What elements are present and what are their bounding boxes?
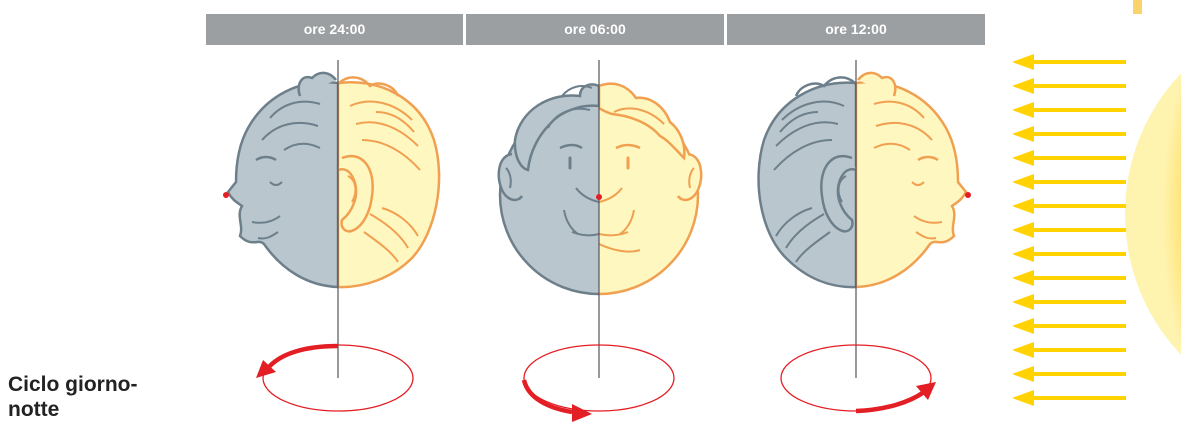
sun-ray-arrow-icon	[1012, 174, 1126, 190]
sun-ray-arrow-icon	[1012, 390, 1126, 406]
sun-ray-arrow-icon	[1012, 78, 1126, 94]
sun-icon	[1125, 0, 1181, 355]
sun-ray-arrow-icon	[1012, 270, 1126, 286]
sun-ray-arrow-icon	[1012, 150, 1126, 166]
sun-ray-arrow-icon	[1012, 54, 1126, 70]
rotation-arrow-icon	[916, 382, 936, 400]
header-midnight: ore 24:00	[206, 14, 463, 45]
sun-ray-arrow-icon	[1012, 342, 1126, 358]
head-globe-midnight	[223, 60, 441, 412]
sun-ray-arrow-icon	[1012, 198, 1126, 214]
sun-ray-arrow-icon	[1012, 318, 1126, 334]
head-globe-noon	[757, 60, 971, 414]
sun-rays	[1012, 54, 1126, 406]
head-globe-morning	[497, 60, 703, 422]
sun-ray-arrow-icon	[1012, 366, 1126, 382]
sun-ray-arrow-icon	[1012, 102, 1126, 118]
header-morning: ore 06:00	[466, 14, 724, 45]
rotation-arrow-icon	[256, 360, 276, 378]
header-noon: ore 12:00	[727, 14, 985, 45]
rotation-arrow-icon	[572, 404, 592, 422]
sun-ray-arrow-icon	[1012, 246, 1126, 262]
sun-ray-arrow-icon	[1012, 126, 1126, 142]
sun-ray-arrow-icon	[1012, 222, 1126, 238]
sun-ray-arrow-icon	[1012, 294, 1126, 310]
diagram-title: Ciclo giorno-notte	[8, 373, 138, 421]
